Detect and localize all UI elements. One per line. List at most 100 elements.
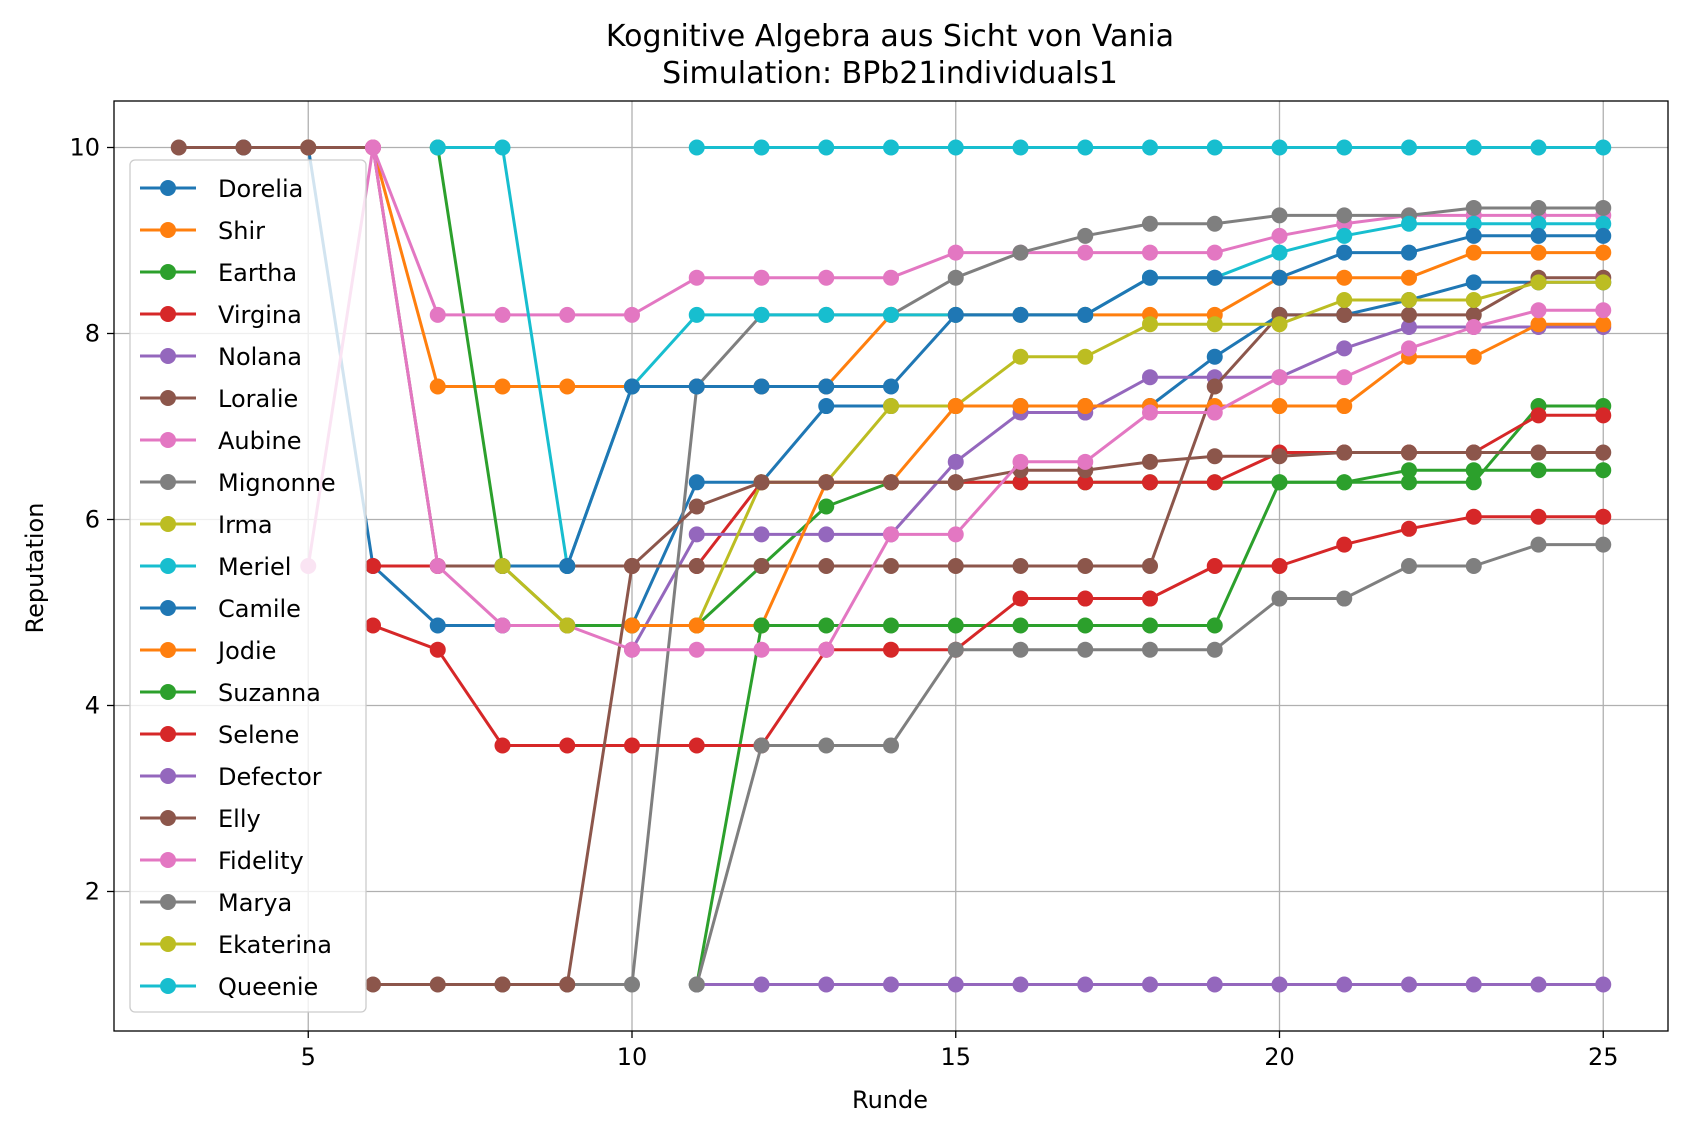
series-line: [632, 322, 1604, 627]
data-point: [1336, 227, 1353, 244]
series-nolana: [624, 318, 1612, 658]
data-point: [688, 737, 705, 754]
data-point: [883, 976, 899, 993]
legend-marker: [160, 894, 176, 910]
data-point: [947, 641, 964, 658]
legend: Dorelia Shir Eartha Virgina Nolana Loralie Aub…: [129, 159, 367, 1013]
data-point: [1530, 274, 1547, 291]
data-point: [559, 306, 576, 323]
chart-subtitle: Simulation: BPb21individuals1: [662, 56, 1118, 91]
series-line: [695, 468, 1604, 985]
data-point: [1206, 641, 1223, 658]
legend-marker: [160, 936, 176, 952]
data-point: [1206, 215, 1223, 232]
series-line: [502, 234, 1604, 568]
data-point: [818, 641, 835, 658]
data-point: [1077, 617, 1094, 634]
data-point: [494, 737, 511, 754]
data-point: [818, 398, 835, 415]
data-point: [1401, 215, 1417, 232]
data-point: [1465, 976, 1482, 993]
legend-item: Virgina: [140, 301, 302, 329]
legend-marker: [160, 390, 176, 406]
data-point: [1336, 340, 1353, 357]
data-point: [429, 139, 446, 156]
legend-label: Jodie: [216, 637, 276, 665]
data-point: [753, 378, 770, 395]
data-point: [1206, 269, 1223, 286]
data-point: [688, 139, 705, 156]
legend-item: Mignonne: [140, 469, 336, 497]
data-point: [1465, 274, 1482, 291]
x-tick-label: 10: [617, 1043, 648, 1071]
data-point: [624, 737, 640, 754]
data-point: [624, 558, 640, 574]
legend-label: Shir: [218, 217, 265, 245]
data-point: [365, 976, 381, 993]
data-point: [1012, 474, 1029, 491]
data-point: [1206, 976, 1223, 993]
data-point: [1530, 536, 1547, 553]
data-point: [1465, 215, 1482, 232]
data-point: [1401, 474, 1417, 491]
data-point: [1142, 617, 1158, 634]
data-point: [1012, 976, 1029, 993]
data-point: [1142, 976, 1158, 993]
y-axis-label: Reputation: [21, 503, 49, 634]
series-ekaterina: [494, 558, 576, 634]
data-point: [1530, 302, 1547, 319]
legend-label: Marya: [218, 889, 292, 917]
series-camile: [494, 227, 1612, 574]
data-point: [947, 139, 964, 156]
data-point: [170, 139, 187, 156]
series-selene: [365, 508, 1612, 754]
data-point: [818, 378, 835, 395]
data-point: [1465, 227, 1482, 244]
data-point: [1206, 348, 1223, 365]
data-point: [1271, 976, 1288, 993]
data-point: [1077, 398, 1094, 415]
data-point: [1077, 139, 1094, 156]
series-line: [371, 146, 1604, 317]
data-point: [883, 737, 899, 754]
legend-item: Ekaterina: [140, 931, 332, 959]
legend-marker: [160, 978, 176, 994]
data-point: [559, 976, 576, 993]
data-point: [1465, 139, 1482, 156]
data-point: [559, 737, 576, 754]
legend-label: Dorelia: [218, 175, 303, 203]
data-point: [429, 641, 446, 658]
data-point: [1595, 316, 1612, 333]
legend-item: Defector: [140, 763, 322, 791]
data-point: [429, 617, 446, 634]
data-point: [753, 976, 770, 993]
data-point: [429, 378, 446, 395]
y-tick-label: 10: [69, 134, 100, 162]
data-point: [1142, 215, 1158, 232]
data-point: [883, 378, 899, 395]
y-tick-label: 2: [85, 878, 100, 906]
x-tick-label: 5: [301, 1043, 316, 1071]
data-point: [1206, 448, 1223, 465]
data-point: [883, 526, 899, 543]
legend-marker: [160, 768, 176, 784]
legend-label: Camile: [218, 595, 301, 623]
data-point: [1401, 340, 1417, 357]
data-point: [1595, 462, 1612, 479]
data-point: [1465, 306, 1482, 323]
data-point: [1336, 207, 1353, 224]
data-point: [429, 306, 446, 323]
data-point: [883, 139, 899, 156]
data-point: [1012, 398, 1029, 415]
legend-label: Irma: [218, 511, 273, 539]
legend-marker: [160, 810, 176, 826]
data-point: [494, 617, 511, 634]
data-point: [818, 269, 835, 286]
legend-marker: [160, 348, 176, 364]
data-point: [1465, 244, 1482, 261]
series-jodie: [624, 316, 1612, 634]
data-point: [1401, 444, 1417, 461]
data-point: [947, 474, 964, 491]
data-point: [688, 641, 705, 658]
legend-item: Fidelity: [140, 847, 304, 875]
